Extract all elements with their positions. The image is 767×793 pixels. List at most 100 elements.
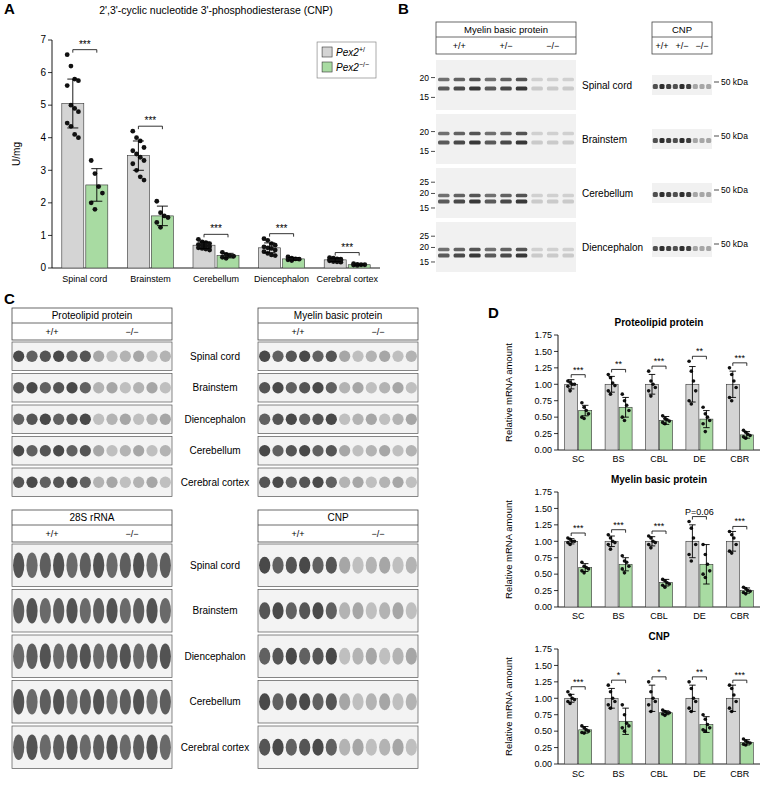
band (120, 445, 131, 456)
band (259, 477, 270, 488)
band (120, 351, 131, 362)
band (93, 382, 104, 393)
error-cap (649, 374, 656, 375)
error-cap (689, 366, 696, 367)
band (392, 382, 403, 393)
tick-label: 0.25 (534, 743, 552, 753)
band (339, 739, 350, 756)
chart-title: 2',3'-cyclic nucleotide 3'-phosphodieste… (99, 4, 333, 16)
error-cap (663, 714, 670, 715)
band (26, 382, 37, 393)
significance: *** (654, 521, 665, 531)
tick (554, 747, 558, 748)
data-point (154, 220, 159, 225)
data-point (694, 700, 698, 704)
tick-label: 1.25 (534, 677, 552, 687)
tissue-label: Brainstem (192, 605, 237, 616)
band (53, 598, 64, 624)
blot (258, 681, 418, 724)
significance: *** (613, 520, 624, 530)
data-point (708, 569, 712, 573)
data-point (273, 253, 278, 258)
data-point (703, 430, 707, 434)
mw-marker: 20 (420, 242, 430, 252)
genotype-label: +/− (675, 41, 688, 51)
bar (565, 541, 578, 607)
band (531, 78, 543, 82)
error-bar (663, 711, 670, 715)
error-line (625, 708, 626, 734)
band (106, 351, 117, 362)
significance: *** (735, 516, 746, 526)
band (93, 414, 104, 425)
band (146, 477, 157, 488)
blot (436, 114, 576, 164)
legend-swatch (322, 47, 332, 57)
band (562, 248, 574, 252)
band (259, 739, 270, 756)
bar (660, 583, 673, 607)
genotype-label: +/+ (45, 327, 58, 337)
tick (554, 367, 558, 368)
bar (579, 568, 592, 607)
band (547, 199, 559, 203)
band (516, 194, 528, 198)
bracket (733, 526, 747, 529)
plot-area (565, 359, 754, 450)
significance: *** (573, 523, 584, 533)
mw-marker: 50 kDa (721, 131, 748, 141)
tick-label: 4 (40, 132, 46, 143)
plot-area (565, 680, 754, 764)
band (259, 445, 270, 456)
error-cap (730, 711, 737, 712)
band (93, 689, 104, 715)
band (352, 693, 363, 710)
error-line (732, 371, 733, 397)
bar (646, 384, 659, 450)
error-cap (622, 417, 629, 418)
error-cap (608, 392, 615, 393)
data-point (687, 706, 691, 710)
genotype-label: +/+ (291, 327, 304, 337)
band (500, 78, 512, 82)
axis-title: U/mg (11, 142, 22, 166)
data-point (668, 711, 672, 715)
band (485, 253, 497, 257)
error-bar (730, 371, 737, 397)
tick (554, 681, 558, 682)
tick-label: 0.75 (534, 710, 552, 720)
category-label: Spinal cord (62, 274, 107, 284)
data-point (166, 215, 171, 220)
band (286, 477, 297, 488)
data-point (647, 680, 651, 684)
band (299, 739, 310, 756)
band (26, 644, 37, 670)
band (392, 602, 403, 619)
band (106, 445, 117, 456)
band (392, 445, 403, 456)
data-point (730, 551, 734, 555)
error-cap (568, 543, 575, 544)
error-bar (663, 579, 670, 586)
error-cap (649, 536, 656, 537)
band (53, 689, 64, 715)
error-cap (622, 708, 629, 709)
error-bar (649, 374, 656, 394)
band (40, 414, 51, 425)
error-cap (582, 726, 589, 727)
data-point (708, 726, 712, 730)
bar (579, 730, 592, 764)
axis-title: Relative mRNA amount (503, 500, 514, 599)
error-cap (199, 241, 210, 242)
band (326, 693, 337, 710)
blot (436, 168, 576, 218)
error-line (204, 242, 205, 249)
marker-tick (714, 136, 719, 137)
error-line (228, 253, 229, 258)
band (160, 689, 171, 715)
band (454, 253, 466, 257)
error-cap (354, 264, 365, 265)
error-line (585, 564, 586, 572)
error-line (571, 380, 572, 389)
tick (48, 268, 52, 269)
